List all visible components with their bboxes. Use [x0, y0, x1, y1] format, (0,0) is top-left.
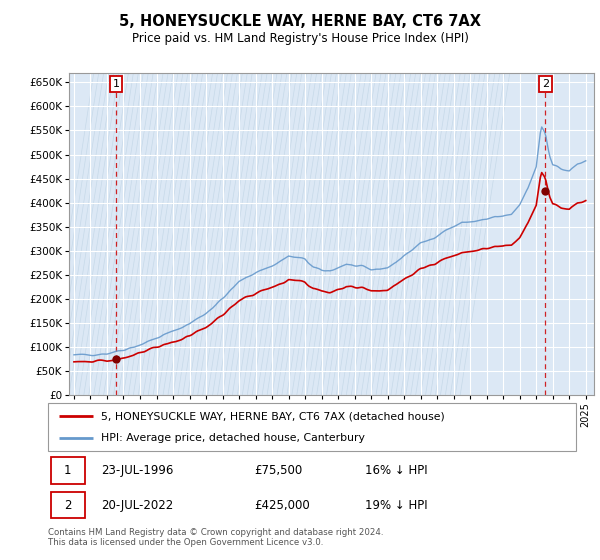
Text: 1: 1 [113, 79, 119, 89]
Text: 20-JUL-2022: 20-JUL-2022 [101, 498, 173, 511]
Text: 23-JUL-1996: 23-JUL-1996 [101, 464, 173, 477]
Text: 5, HONEYSUCKLE WAY, HERNE BAY, CT6 7AX (detached house): 5, HONEYSUCKLE WAY, HERNE BAY, CT6 7AX (… [101, 411, 445, 421]
Text: 16% ↓ HPI: 16% ↓ HPI [365, 464, 427, 477]
Text: HPI: Average price, detached house, Canterbury: HPI: Average price, detached house, Cant… [101, 433, 365, 443]
Text: 19% ↓ HPI: 19% ↓ HPI [365, 498, 427, 511]
Text: 2: 2 [64, 498, 71, 511]
Text: 1: 1 [64, 464, 71, 477]
Text: Price paid vs. HM Land Registry's House Price Index (HPI): Price paid vs. HM Land Registry's House … [131, 32, 469, 45]
Text: £425,000: £425,000 [254, 498, 310, 511]
Text: £75,500: £75,500 [254, 464, 302, 477]
Text: 2: 2 [542, 79, 549, 89]
Bar [50, 458, 85, 484]
Text: 5, HONEYSUCKLE WAY, HERNE BAY, CT6 7AX: 5, HONEYSUCKLE WAY, HERNE BAY, CT6 7AX [119, 14, 481, 29]
Bar [50, 492, 85, 519]
Text: Contains HM Land Registry data © Crown copyright and database right 2024.
This d: Contains HM Land Registry data © Crown c… [48, 528, 383, 547]
